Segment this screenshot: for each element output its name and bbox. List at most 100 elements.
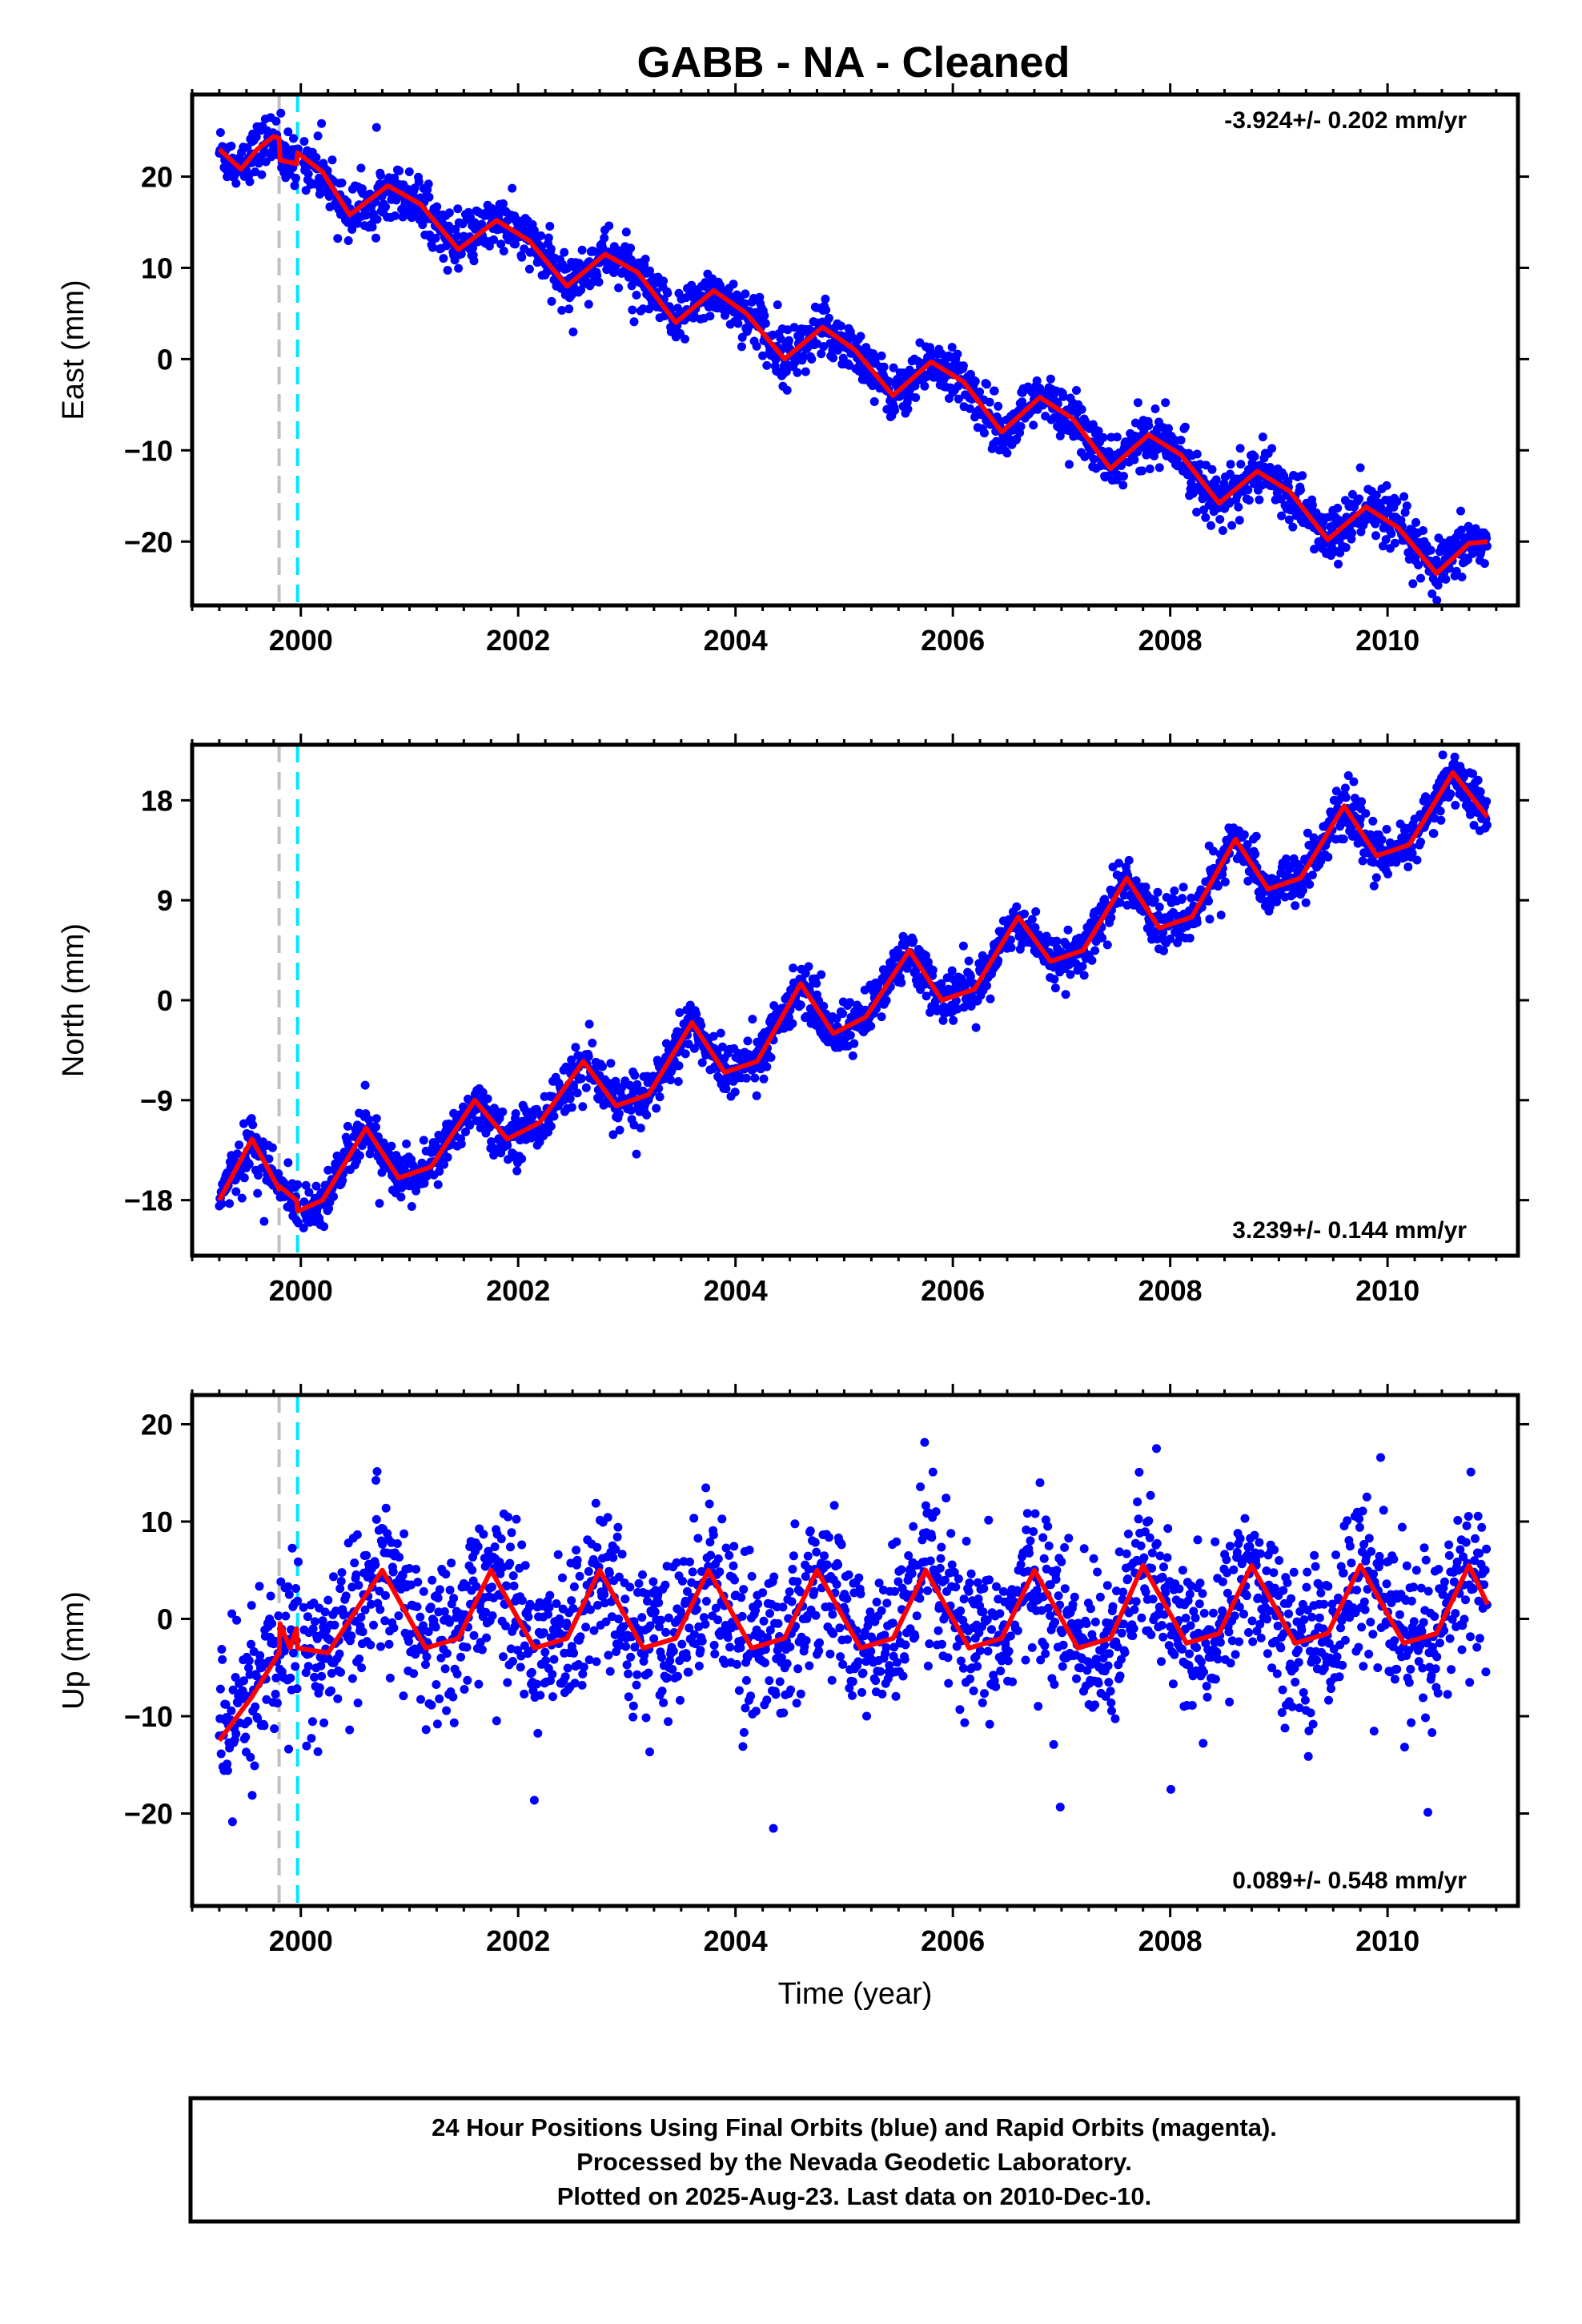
data-point: [272, 1699, 282, 1708]
data-point: [1340, 783, 1350, 793]
data-point: [954, 394, 963, 404]
data-point: [267, 1618, 277, 1628]
data-point: [687, 280, 697, 290]
data-point: [640, 255, 650, 263]
data-point: [1436, 815, 1446, 825]
data-point: [307, 1717, 317, 1727]
data-point: [503, 1140, 512, 1150]
data-point: [902, 963, 912, 973]
y-tick-label: −20: [124, 525, 173, 558]
data-point: [1347, 489, 1357, 499]
data-point: [388, 1567, 398, 1577]
data-point: [353, 1699, 363, 1707]
data-point: [584, 300, 593, 309]
data-point: [737, 342, 746, 352]
data-point: [681, 334, 689, 344]
data-point: [231, 179, 241, 188]
data-point: [420, 1179, 429, 1188]
x-tick-label: 2000: [269, 624, 333, 657]
data-point: [848, 1051, 857, 1060]
data-point: [329, 1192, 338, 1201]
data-point: [1446, 789, 1456, 798]
data-point: [244, 1160, 254, 1169]
data-point: [673, 1077, 683, 1086]
data-point: [1106, 913, 1116, 923]
data-point: [418, 220, 428, 230]
data-point: [463, 1675, 472, 1685]
data-point: [432, 202, 442, 211]
data-point: [445, 1586, 455, 1594]
data-point: [303, 1612, 312, 1622]
data-point: [793, 368, 802, 377]
data-point: [395, 1553, 404, 1562]
data-point: [1046, 374, 1055, 384]
data-point: [1301, 898, 1311, 907]
data-point: [271, 1673, 281, 1683]
data-point: [729, 279, 738, 289]
data-point: [239, 1676, 248, 1686]
data-point: [311, 1181, 321, 1191]
data-point: [1251, 831, 1261, 841]
data-point: [337, 1568, 347, 1578]
data-point: [577, 245, 587, 255]
data-point: [341, 1591, 351, 1601]
data-point: [289, 134, 298, 143]
data-point: [404, 1637, 414, 1647]
data-point: [366, 1640, 375, 1650]
data-point: [615, 1125, 624, 1135]
data-point: [1032, 376, 1042, 385]
data-point: [849, 1039, 859, 1048]
data-point: [448, 1692, 458, 1702]
data-point: [315, 1683, 324, 1692]
data-point: [1192, 918, 1202, 927]
data-point: [449, 1718, 459, 1727]
data-point: [336, 1577, 346, 1586]
data-point: [327, 155, 337, 165]
data-point: [267, 1143, 277, 1152]
data-point: [975, 387, 985, 396]
data-point: [421, 1725, 431, 1735]
data-point: [578, 1102, 588, 1112]
x-tick-label: 2002: [486, 624, 550, 657]
data-point: [966, 971, 975, 981]
data-point: [369, 1620, 378, 1630]
data-point: [323, 1595, 333, 1605]
data-point: [1031, 907, 1041, 916]
data-point: [444, 1618, 454, 1627]
data-point: [259, 1721, 269, 1731]
data-point: [1112, 432, 1122, 442]
data-point: [1235, 516, 1244, 525]
data-point: [244, 1663, 253, 1673]
data-point: [1130, 455, 1139, 464]
data-point: [1012, 902, 1022, 911]
data-point: [1377, 835, 1387, 845]
data-point: [709, 1031, 718, 1041]
data-point: [461, 1127, 470, 1136]
data-point: [750, 1073, 760, 1083]
data-point: [483, 1094, 492, 1104]
data-point: [1382, 480, 1391, 490]
data-point: [381, 1590, 390, 1600]
data-point: [628, 305, 637, 315]
data-point: [375, 179, 384, 189]
model-curve-north: [217, 770, 1490, 1214]
data-point: [903, 404, 913, 414]
data-point: [1118, 480, 1128, 490]
data-point: [759, 1074, 769, 1084]
data-point: [228, 1685, 238, 1695]
rate-annotation: 3.239+/- 0.144 mm/yr: [1232, 1217, 1467, 1244]
data-point: [451, 224, 460, 234]
data-point: [384, 1639, 394, 1649]
data-point: [387, 1141, 396, 1151]
data-point: [405, 1630, 415, 1639]
rate-annotation: -3.924+/- 0.202 mm/yr: [1224, 107, 1467, 134]
data-point: [1339, 834, 1348, 844]
data-point: [428, 243, 437, 252]
data-point: [730, 1088, 740, 1097]
data-point: [1050, 975, 1059, 984]
data-point: [856, 332, 865, 341]
data-point: [468, 243, 477, 253]
data-point: [560, 247, 569, 257]
data-point: [482, 1633, 492, 1642]
data-point: [889, 363, 898, 372]
